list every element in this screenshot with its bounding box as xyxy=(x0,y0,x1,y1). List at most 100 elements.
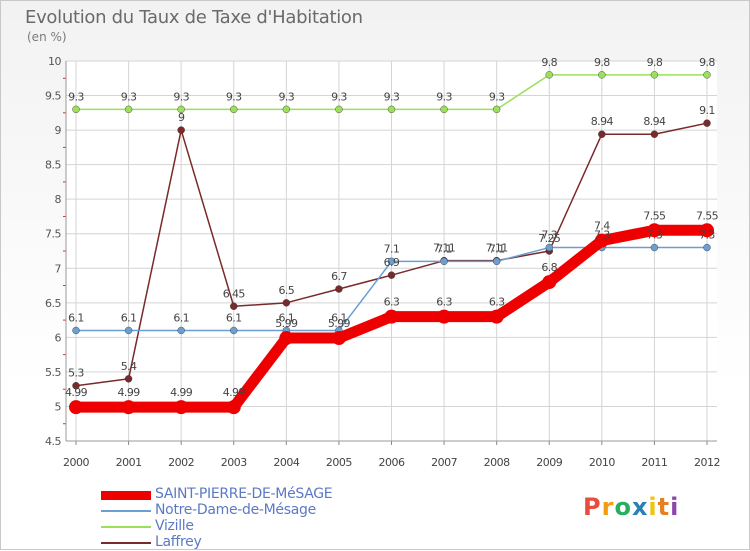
legend-swatch xyxy=(101,526,151,528)
data-point xyxy=(226,400,241,415)
data-label: 6.3 xyxy=(384,296,400,309)
x-tick-label: 2009 xyxy=(536,456,562,469)
data-point xyxy=(437,309,452,324)
data-label: 7.3 xyxy=(699,229,715,242)
data-label: 9.3 xyxy=(173,90,189,103)
data-point xyxy=(69,400,83,415)
data-label: 9.8 xyxy=(541,56,557,69)
data-label: 9.3 xyxy=(121,90,137,103)
data-point xyxy=(177,105,185,114)
legend-label: Notre-Dame-de-Mésage xyxy=(155,502,316,518)
data-label: 7.11 xyxy=(433,242,455,255)
y-tick-label: 5 xyxy=(55,400,62,413)
data-label: 9.3 xyxy=(436,90,452,103)
logo-letter: i xyxy=(670,493,680,521)
data-label: 6.1 xyxy=(278,311,294,324)
data-label: 5.99 xyxy=(275,317,298,330)
data-label: 9.8 xyxy=(647,56,663,69)
line-chart: 4.5 5 5.5 6 6.5 7 7.5 8 8.5 9 9.5 10 2000 2001 2002 200… xyxy=(45,55,721,469)
data-label: 5.99 xyxy=(328,317,351,330)
y-tick-label: 8 xyxy=(55,193,62,206)
data-label: 6.1 xyxy=(226,311,242,324)
y-tick-label: 5.5 xyxy=(45,366,61,379)
proxiti-logo: Proxiti xyxy=(583,493,679,521)
legend-label: SAINT-PIERRE-DE-MéSAGE xyxy=(155,486,333,502)
logo-letter: P xyxy=(583,493,602,521)
data-label: 9.3 xyxy=(278,90,294,103)
chart-title: Evolution du Taux de Taxe d'Habitation xyxy=(25,7,363,28)
data-point xyxy=(384,309,399,324)
data-label: 8.94 xyxy=(591,115,614,128)
x-tick-label: 2008 xyxy=(484,456,510,469)
y-tick-label: 4.5 xyxy=(45,435,61,448)
logo-letter: x xyxy=(631,493,649,521)
data-point xyxy=(598,71,606,79)
data-point xyxy=(279,331,294,346)
data-point xyxy=(440,257,448,266)
y-tick-label: 7.5 xyxy=(45,228,61,241)
data-point xyxy=(387,105,396,114)
legend-swatch xyxy=(101,542,151,544)
legend-label: Vizille xyxy=(155,518,194,534)
data-point xyxy=(545,71,553,79)
data-label: 7.4 xyxy=(594,220,610,233)
data-label: 6.1 xyxy=(68,311,84,324)
data-label: 6.8 xyxy=(541,261,557,274)
logo-letter: r xyxy=(601,493,615,521)
x-tick-label: 2011 xyxy=(641,456,667,469)
x-tick-label: 2006 xyxy=(379,456,405,469)
data-label: 4.99 xyxy=(170,386,193,399)
data-label: 9 xyxy=(178,111,185,124)
y-tick-label: 6 xyxy=(55,331,62,344)
x-tick-label: 2007 xyxy=(431,456,457,469)
logo-letter: i xyxy=(648,493,658,521)
data-point xyxy=(545,243,553,252)
legend-label: Laffrey xyxy=(155,534,202,550)
data-point xyxy=(124,326,133,335)
data-label: 7.1 xyxy=(489,242,505,255)
data-point xyxy=(230,105,238,114)
y-tick-label: 6.5 xyxy=(45,297,61,310)
y-tick-label: 10 xyxy=(48,55,61,68)
x-tick-label: 2003 xyxy=(221,456,247,469)
data-point xyxy=(124,375,133,383)
data-label: 4.99 xyxy=(118,386,141,399)
data-point xyxy=(72,382,80,390)
data-label: 6.3 xyxy=(436,296,452,309)
x-tick-label: 2010 xyxy=(589,456,615,469)
data-label: 6.45 xyxy=(223,287,246,300)
data-label: 6.5 xyxy=(278,284,294,297)
data-label: 7.11 xyxy=(486,242,508,255)
data-point xyxy=(492,105,501,114)
data-point xyxy=(124,105,133,114)
data-label: 7.55 xyxy=(696,209,719,222)
data-label: 4.99 xyxy=(223,386,246,399)
data-point xyxy=(440,105,448,114)
y-tick-label: 9 xyxy=(55,124,62,137)
data-label: 9.3 xyxy=(68,90,84,103)
data-label: 6.3 xyxy=(489,296,505,309)
data-point xyxy=(121,400,136,415)
data-point xyxy=(331,331,346,346)
data-point xyxy=(703,119,711,127)
data-label: 5.3 xyxy=(68,367,84,380)
x-tick-label: 2002 xyxy=(168,456,194,469)
data-label: 9.3 xyxy=(331,90,347,103)
data-point xyxy=(174,400,189,415)
data-point xyxy=(647,223,662,238)
data-point xyxy=(335,285,343,293)
data-label: 7.3 xyxy=(541,229,557,242)
legend-swatch xyxy=(101,490,151,500)
y-tick-label: 8.5 xyxy=(45,159,61,172)
legend-swatch xyxy=(101,510,151,512)
data-point xyxy=(650,243,659,252)
x-tick-label: 2004 xyxy=(273,456,299,469)
data-point xyxy=(335,105,343,114)
data-label: 9.1 xyxy=(699,104,715,117)
data-point xyxy=(177,126,185,134)
data-point xyxy=(703,243,711,252)
x-tick-label: 2000 xyxy=(63,456,89,469)
data-point xyxy=(282,105,291,114)
data-point xyxy=(230,302,238,310)
x-tick-label: 2001 xyxy=(116,456,142,469)
